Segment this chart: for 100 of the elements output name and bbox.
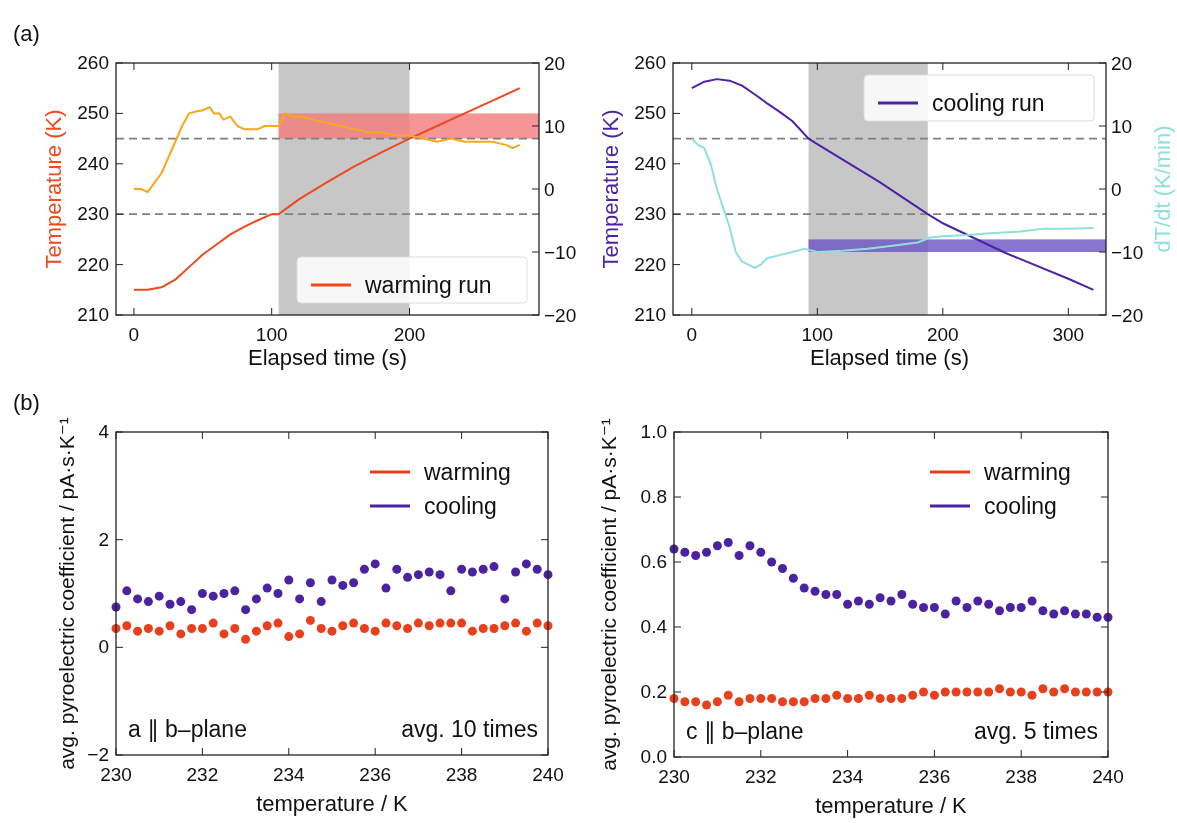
y-tick-label: 240 [634, 152, 666, 174]
point [1027, 690, 1037, 700]
point [1070, 609, 1080, 619]
point [995, 606, 1004, 616]
point [1049, 609, 1059, 619]
legend-label: warming [423, 459, 511, 485]
point [122, 621, 132, 631]
y-axis-title: avg. pyroelectric coefficient / pA·s·K⁻¹ [55, 417, 78, 770]
y-tick-label: 0.4 [640, 616, 668, 637]
y2-tick-label: 0 [1111, 179, 1122, 200]
point [327, 575, 337, 585]
x-tick-label: 234 [831, 766, 864, 787]
point [951, 687, 961, 697]
x-tick-label: 238 [445, 764, 478, 785]
point [1038, 606, 1048, 616]
point [995, 684, 1004, 694]
point [154, 591, 164, 601]
point [680, 547, 690, 557]
x-axis-title: temperature / K [256, 791, 409, 816]
y-tick-label: 0.0 [640, 746, 667, 767]
x-axis-title: Elapsed time (s) [810, 345, 969, 370]
x-tick-label: 200 [393, 324, 426, 345]
point [435, 570, 445, 580]
point [457, 564, 467, 574]
y-tick-label: 260 [634, 52, 666, 73]
y-tick-label: 0.8 [640, 486, 667, 507]
point [133, 626, 143, 636]
point [338, 580, 348, 590]
point [702, 700, 712, 710]
point [176, 597, 186, 607]
point [1070, 687, 1080, 697]
y-tick-label: 240 [77, 152, 109, 174]
y2-axis-title: dT/dt (K/min) [1150, 125, 1175, 253]
point [143, 623, 153, 633]
x-axis-title: Elapsed time (s) [248, 345, 407, 370]
point [284, 632, 294, 642]
point [1092, 687, 1102, 697]
point [284, 575, 294, 585]
point [262, 621, 272, 631]
point [219, 589, 229, 598]
point [316, 623, 326, 633]
point [1005, 603, 1015, 612]
point [413, 618, 423, 628]
point [467, 626, 477, 636]
point [338, 621, 348, 631]
point [810, 586, 820, 596]
point [788, 573, 798, 583]
point [919, 603, 929, 612]
point [316, 597, 326, 607]
point [778, 697, 787, 707]
point [403, 623, 413, 633]
x-tick-label: 236 [918, 766, 951, 787]
point [532, 564, 542, 574]
point [478, 623, 488, 633]
point [853, 596, 863, 606]
point [295, 594, 305, 604]
legend-label: cooling [984, 493, 1057, 519]
annotation: avg. 5 times [974, 718, 1098, 744]
point [187, 605, 197, 615]
point [734, 697, 744, 707]
point [370, 626, 380, 636]
y2-tick-label: −10 [544, 242, 577, 263]
y2-tick-label: 0 [544, 179, 555, 200]
chart-title: (b) [13, 390, 40, 415]
point [133, 594, 143, 604]
x-tick-label: 0 [686, 324, 698, 345]
x-tick-label: 100 [801, 324, 834, 345]
legend-label: warming run [364, 272, 492, 298]
point [392, 621, 402, 631]
y-axis-title: Temperature (K) [41, 109, 66, 269]
point [843, 694, 853, 703]
point [951, 596, 961, 606]
x-tick-label: 200 [926, 324, 959, 345]
y-tick-label: 260 [77, 52, 109, 73]
point [273, 589, 283, 598]
point [1060, 684, 1070, 694]
point [767, 557, 777, 567]
point [864, 599, 874, 609]
point [262, 583, 272, 593]
x-tick-label: 236 [359, 764, 392, 785]
x-tick-label: 234 [272, 764, 306, 785]
point [799, 697, 809, 707]
x-tick-label: 232 [186, 764, 219, 785]
point [413, 570, 423, 580]
point [251, 594, 261, 604]
chart-title: (a) [13, 21, 40, 46]
annotation: avg. 10 times [401, 716, 538, 742]
y-tick-label: 230 [77, 203, 109, 225]
point [446, 586, 456, 596]
point [875, 593, 885, 603]
point [712, 541, 722, 551]
point [962, 603, 972, 612]
y-tick-label: 0.6 [640, 551, 667, 572]
x-tick-label: 100 [255, 324, 288, 345]
y2-tick-label: 20 [544, 53, 566, 74]
point [467, 567, 477, 577]
point [1016, 603, 1026, 612]
x-tick-label: 0 [128, 324, 140, 345]
line-series [690, 137, 1095, 269]
point [457, 618, 467, 628]
